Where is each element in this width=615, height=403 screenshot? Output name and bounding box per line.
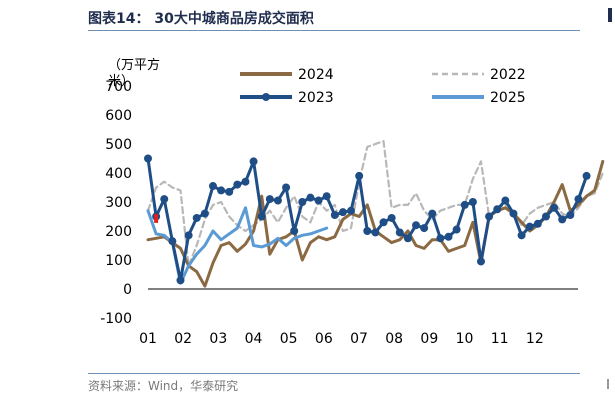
point-2023 [225, 187, 234, 196]
x-tick-label: 04 [245, 331, 263, 347]
page-edge-mark-bottom [607, 379, 615, 389]
series-lines [144, 140, 605, 288]
point-2023 [241, 177, 250, 186]
legend: 2024 2022 2023 2025 [240, 67, 526, 106]
point-2023 [412, 221, 421, 230]
highlight-marker [154, 213, 159, 223]
y-axis-unit-label: （万平方米） [108, 58, 161, 89]
point-2023 [476, 257, 485, 266]
point-2023 [330, 211, 339, 220]
point-2023 [452, 225, 461, 234]
point-2023 [347, 206, 356, 215]
point-2023 [517, 231, 526, 240]
point-2023 [306, 193, 315, 202]
point-2023 [176, 276, 185, 285]
point-2023 [273, 196, 282, 205]
point-2023 [265, 195, 274, 204]
point-2023 [501, 196, 510, 205]
series-line-2022 [146, 140, 604, 267]
chart-title: 图表14： 30大中城商品房成交面积 [88, 11, 314, 27]
x-axis-ticks: 01 02 03 04 05 06 07 08 09 10 11 12 [139, 331, 544, 347]
point-2023 [574, 195, 583, 204]
point-2023 [363, 227, 372, 235]
x-tick-label: 01 [139, 331, 157, 347]
legend-label-2023: 2023 [298, 90, 334, 106]
point-2023 [428, 209, 437, 218]
page-edge-mark [608, 8, 612, 22]
y-tick-label: 700 [105, 79, 132, 95]
point-2023 [168, 237, 177, 246]
y-axis-ticks: -100 0 100 200 300 400 500 600 700 [100, 79, 132, 327]
legend-label-2024: 2024 [298, 67, 334, 83]
point-2023 [144, 154, 152, 163]
point-2023 [257, 212, 266, 221]
x-tick-label: 11 [491, 331, 509, 347]
point-2023 [371, 228, 380, 237]
x-tick-label: 05 [280, 331, 298, 347]
point-2023 [468, 198, 477, 206]
point-2023 [192, 213, 201, 222]
point-2023 [582, 171, 591, 180]
point-2023 [550, 203, 559, 212]
x-tick-label: 12 [526, 331, 544, 347]
y-tick-label: -100 [100, 311, 132, 327]
point-2023 [184, 231, 193, 240]
point-2023 [493, 205, 502, 214]
point-2023 [217, 186, 226, 195]
point-2023 [533, 219, 542, 228]
point-2023 [436, 234, 445, 243]
point-2023 [444, 232, 453, 241]
point-2023 [387, 213, 396, 222]
x-tick-label: 06 [315, 331, 333, 347]
x-tick-label: 07 [350, 331, 368, 347]
y-tick-label: 600 [105, 108, 132, 124]
x-tick-label: 03 [209, 331, 227, 347]
x-tick-label: 02 [174, 331, 192, 347]
point-2023 [282, 183, 291, 192]
point-2023 [298, 198, 307, 206]
legend-marker-2023 [262, 93, 270, 101]
y-tick-label: 500 [105, 137, 132, 153]
x-tick-label: 10 [456, 331, 474, 347]
point-2023 [322, 192, 331, 201]
point-2023 [525, 222, 534, 231]
point-2023 [403, 234, 412, 243]
y-tick-label: 300 [105, 195, 132, 211]
x-tick-label: 09 [420, 331, 438, 347]
point-2023 [160, 195, 169, 204]
x-tick-label: 08 [385, 331, 403, 347]
title-divider [88, 30, 580, 31]
point-2023 [509, 209, 518, 218]
point-2023 [558, 215, 567, 224]
source-note: 资料来源：Wind，华泰研究 [88, 379, 239, 393]
legend-label-2022: 2022 [490, 67, 526, 83]
point-2023 [208, 182, 217, 191]
point-2023 [541, 212, 550, 221]
point-2023 [460, 200, 469, 209]
y-tick-label: 400 [105, 166, 132, 182]
point-2023 [314, 196, 323, 205]
y-tick-label: 100 [105, 253, 132, 269]
y-tick-label: 0 [123, 282, 132, 298]
legend-label-2025: 2025 [490, 90, 526, 106]
point-2023 [566, 211, 575, 220]
point-2023 [233, 180, 242, 189]
point-2023 [290, 227, 299, 235]
point-2023 [200, 209, 209, 218]
point-2023 [485, 212, 494, 221]
point-2023 [395, 228, 404, 237]
source-divider [88, 373, 580, 374]
point-2023 [355, 171, 364, 180]
point-2023 [420, 224, 429, 233]
y-tick-label: 200 [105, 224, 132, 240]
point-2023 [338, 208, 347, 217]
point-2023 [379, 218, 388, 227]
point-2023 [249, 157, 258, 166]
